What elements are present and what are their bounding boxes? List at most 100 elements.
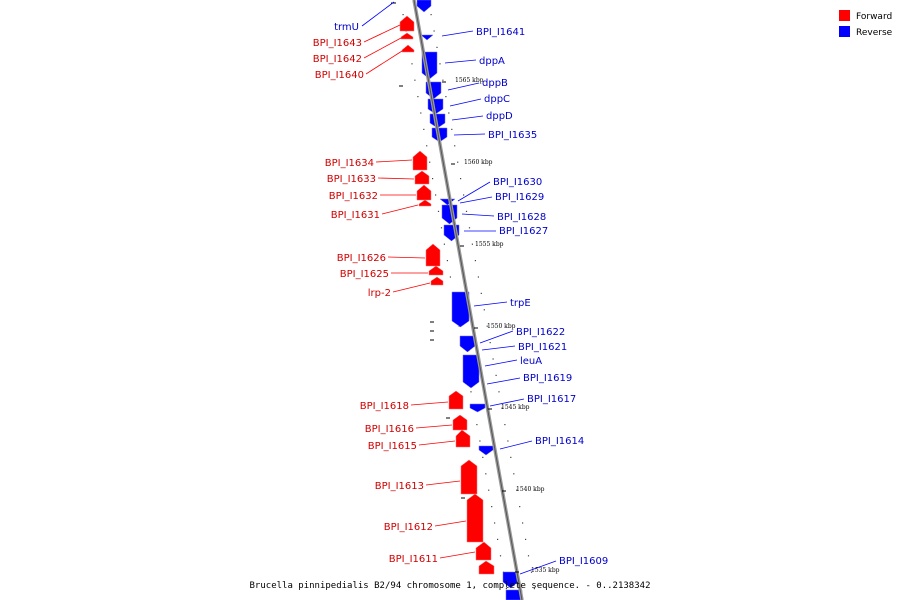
gene-label[interactable]: BPI_I1611 — [389, 554, 438, 565]
leader-line — [457, 181, 491, 202]
forward-gene-arrow[interactable] — [430, 276, 444, 286]
gene-label[interactable]: BPI_I1618 — [360, 401, 409, 412]
minor-tick — [513, 473, 515, 475]
gene-label[interactable]: BPI_I1625 — [340, 269, 389, 280]
gene-label[interactable]: BPI_I1619 — [523, 373, 572, 384]
forward-gene-arrow[interactable] — [466, 493, 484, 543]
minor-tick — [497, 538, 499, 540]
gene-label[interactable]: BPI_I1631 — [331, 210, 380, 221]
leader-line — [434, 520, 467, 527]
legend-label-reverse: Reverse — [856, 28, 893, 38]
gene-label[interactable]: BPI_I1627 — [499, 226, 548, 237]
gene-label[interactable]: dppB — [482, 78, 508, 89]
forward-gene-arrow[interactable] — [478, 560, 495, 575]
gene-label[interactable]: BPI_I1614 — [535, 436, 584, 447]
leader-line — [489, 398, 525, 407]
gene-label[interactable]: trpE — [510, 298, 531, 309]
legend-swatch-forward — [839, 10, 850, 21]
gene-label[interactable]: BPI_I1633 — [327, 174, 376, 185]
reverse-gene-arrow[interactable] — [505, 589, 523, 600]
minor-tick — [442, 79, 444, 81]
minor-tick — [533, 588, 535, 590]
gene-label[interactable]: trmU — [334, 22, 359, 33]
forward-gene-arrow[interactable] — [400, 32, 414, 40]
gene-label[interactable]: BPI_I1630 — [493, 177, 542, 188]
forward-gene-arrow[interactable] — [418, 199, 432, 207]
minor-tick — [446, 260, 448, 262]
gene-label[interactable]: BPI_I1632 — [329, 191, 378, 202]
scale-tick-label: 1540 kbp — [516, 486, 545, 493]
forward-gene-arrow[interactable] — [399, 15, 415, 32]
forward-gene-arrow[interactable] — [455, 429, 471, 448]
leader-line — [410, 401, 449, 406]
gene-label[interactable]: BPI_I1613 — [375, 481, 424, 492]
minor-tick — [432, 178, 434, 180]
reverse-gene-arrow[interactable] — [420, 34, 434, 41]
forward-gene-arrow[interactable] — [401, 44, 415, 53]
forward-gene-arrow[interactable] — [475, 541, 492, 561]
minor-tick — [440, 227, 443, 229]
minor-tick — [426, 145, 428, 147]
gene-label[interactable]: lrp-2 — [368, 288, 391, 299]
minor-tick — [492, 358, 494, 360]
forward-gene-arrow[interactable] — [414, 170, 430, 185]
gene-label[interactable]: BPI_I1615 — [368, 441, 417, 452]
minor-tick — [479, 440, 481, 442]
forward-gene-arrow[interactable] — [416, 184, 432, 201]
minor-tick — [402, 14, 404, 16]
reverse-gene-arrow[interactable] — [478, 445, 494, 456]
gene-label[interactable]: BPI_I1641 — [476, 27, 525, 38]
gene-label[interactable]: BPI_I1622 — [516, 327, 565, 338]
gene-label[interactable]: BPI_I1635 — [488, 130, 537, 141]
gene-label[interactable]: BPI_I1643 — [313, 38, 362, 49]
forward-gene-arrow[interactable] — [460, 459, 478, 495]
minor-tick — [468, 227, 471, 229]
minor-tick — [498, 391, 500, 393]
leader-line — [377, 177, 415, 180]
gene-label[interactable]: BPI_I1634 — [325, 158, 374, 169]
gene-label[interactable]: dppC — [484, 94, 510, 105]
minor-tick — [510, 456, 512, 458]
gene-label[interactable]: BPI_I1612 — [384, 522, 433, 533]
leader-line — [361, 1, 395, 27]
minor-tick — [477, 276, 479, 278]
reverse-gene-arrow[interactable] — [416, 0, 432, 13]
minor-tick — [505, 588, 507, 590]
scale-tick-label: 1555 kbp — [475, 241, 504, 248]
gene-label[interactable]: BPI_I1609 — [559, 556, 608, 567]
reverse-gene-arrow[interactable] — [459, 335, 476, 353]
forward-gene-labels: BPI_I1643 BPI_I1642 BPI_I1640 BPI_I1634 … — [313, 38, 438, 565]
gene-label[interactable]: dppD — [486, 111, 513, 122]
gene-label[interactable]: BPI_I1616 — [365, 424, 414, 435]
leader-line — [441, 30, 474, 37]
gene-label[interactable]: BPI_I1626 — [337, 253, 386, 264]
leader-line — [519, 560, 557, 575]
leader-line — [425, 480, 461, 486]
forward-gene-arrow[interactable] — [452, 414, 468, 431]
forward-gene-arrow[interactable] — [428, 265, 444, 276]
gene-label[interactable]: BPI_I1628 — [497, 212, 546, 223]
gene-label[interactable]: dppA — [479, 56, 505, 67]
gene-label[interactable]: BPI_I1640 — [315, 70, 364, 81]
scale-ticks: 1565 kbp 1560 kbp 1555 kbp 1550 kbp 1545… — [442, 77, 560, 574]
gene-label[interactable]: BPI_I1642 — [313, 54, 362, 65]
forward-gene-arrow[interactable] — [448, 390, 464, 410]
gene-label[interactable]: leuA — [520, 356, 542, 367]
minor-tick — [482, 456, 484, 458]
reverse-gene-arrow[interactable] — [462, 354, 480, 389]
gene-label[interactable]: BPI_I1629 — [495, 192, 544, 203]
chromosome-backbone-core — [413, 0, 523, 600]
minor-tick — [445, 96, 447, 98]
leader-line — [461, 213, 495, 217]
minor-tick — [435, 194, 437, 196]
reverse-gene-arrow[interactable] — [439, 198, 456, 206]
forward-gene-arrow[interactable] — [412, 150, 428, 171]
minor-tick — [429, 161, 431, 163]
forward-gene-arrow[interactable] — [425, 243, 441, 267]
gene-label[interactable]: BPI_I1621 — [518, 342, 567, 353]
map-caption: Brucella pinnipedialis B2/94 chromosome … — [250, 581, 651, 591]
gene-label[interactable]: BPI_I1617 — [527, 394, 576, 405]
leader-line — [451, 115, 484, 121]
forward-genes — [399, 15, 495, 575]
reverse-gene-arrow[interactable] — [469, 403, 486, 413]
